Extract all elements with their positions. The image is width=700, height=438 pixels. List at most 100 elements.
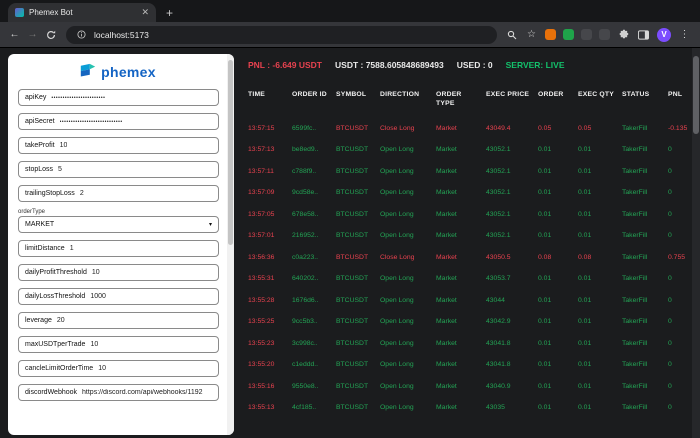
cell-time: 13:55:23 (248, 339, 275, 347)
input-dailyProfitThreshold[interactable]: dailyProfitThreshold 10 (18, 264, 219, 281)
input-discordWebhook[interactable]: discordWebhook https://discord.com/api/we… (18, 384, 219, 401)
cell-direction: Close Long (380, 253, 415, 261)
cell-order_type: Market (436, 318, 457, 326)
cell-direction: Open Long (380, 189, 414, 197)
cell-direction: Open Long (380, 339, 414, 347)
table-row: 13:55:23 3c998c.. BTCUSDT Open Long Market 43… (238, 332, 700, 354)
sidebar-wrap: phemex apiKey •••••••••••••••••••••••• api… (0, 48, 238, 438)
cell-symbol: BTCUSDT (336, 275, 369, 283)
tab-title: Phemex Bot (29, 8, 73, 17)
cell-order_type: Market (436, 382, 457, 390)
cell-status: TakerFill (622, 382, 648, 390)
cell-order_type: Market (436, 253, 457, 261)
tab-close-icon[interactable]: ✕ (141, 7, 149, 17)
extension-dark-icon-2[interactable] (599, 29, 610, 40)
address-bar[interactable]: localhost:5173 (66, 25, 497, 44)
cell-time: 13:57:01 (248, 232, 275, 240)
field-label: cancleLimitOrderTime (25, 365, 94, 372)
input-maxUSDTperTrade[interactable]: maxUSDTperTrade 10 (18, 336, 219, 353)
sidebar-scrollbar[interactable] (227, 54, 234, 435)
input-dailyLossThreshold[interactable]: dailyLossThreshold 1000 (18, 288, 219, 305)
table-row: 13:57:01 216952.. BTCUSDT Open Long Market 43… (238, 225, 700, 247)
cell-direction: Open Long (380, 404, 414, 412)
page-scrollbar[interactable] (692, 48, 700, 438)
reload-icon[interactable] (43, 27, 58, 42)
field-label: takeProfit (25, 142, 55, 149)
cell-symbol: BTCUSDT (336, 253, 369, 261)
cell-order_id: 1676d6.. (292, 296, 319, 304)
field-value: 10 (90, 341, 99, 348)
cell-symbol: BTCUSDT (336, 318, 369, 326)
cell-symbol: BTCUSDT (336, 404, 369, 412)
page-scrollbar-thumb[interactable] (693, 56, 699, 134)
cell-exec_price: 43053.7 (486, 275, 511, 283)
cell-status: TakerFill (622, 210, 648, 218)
field-value: 10 (91, 269, 100, 276)
cell-direction: Open Long (380, 361, 414, 369)
extension-orange-icon[interactable] (545, 29, 556, 40)
input-trailingStopLoss[interactable]: trailingStopLoss 2 (18, 185, 219, 202)
cell-pnl: 0 (668, 275, 672, 283)
cell-time: 13:57:13 (248, 146, 275, 154)
cell-direction: Open Long (380, 275, 414, 283)
cell-order: 0.01 (538, 318, 552, 326)
cell-order_type: Market (436, 146, 457, 154)
cell-symbol: BTCUSDT (336, 146, 369, 154)
cell-order_type: Market (436, 167, 457, 175)
browser-tab[interactable]: Phemex Bot ✕ (8, 3, 156, 22)
cell-pnl: 0 (668, 361, 672, 369)
bookmark-star-icon[interactable]: ☆ (527, 29, 536, 40)
cell-exec_price: 43041.8 (486, 361, 511, 369)
field-label: dailyProfitThreshold (25, 269, 87, 276)
input-leverage[interactable]: leverage 20 (18, 312, 219, 329)
cell-pnl: 0 (668, 210, 672, 218)
cell-exec_price: 43052.1 (486, 210, 511, 218)
extensions-puzzle-icon[interactable] (617, 28, 630, 41)
input-apiKey[interactable]: apiKey •••••••••••••••••••••••• (18, 89, 219, 106)
cell-order_id: 6599fc.. (292, 124, 317, 132)
field-label: leverage (25, 317, 52, 324)
cell-time: 13:57:15 (248, 124, 275, 132)
side-panel-icon[interactable] (637, 28, 650, 41)
cell-pnl: 0 (668, 382, 672, 390)
profile-avatar[interactable]: V (657, 27, 671, 42)
field-value: 5 (58, 166, 62, 173)
back-icon[interactable]: ← (9, 29, 20, 40)
table-row: 13:57:09 9cd58e.. BTCUSDT Open Long Market 43… (238, 182, 700, 204)
field-value: 1000 (90, 293, 106, 300)
field-value: 20 (56, 317, 65, 324)
input-stopLoss[interactable]: stopLoss 5 (18, 161, 219, 178)
field-value: 10 (59, 142, 68, 149)
site-info-icon[interactable] (75, 28, 88, 41)
input-apiSecret[interactable]: apiSecret •••••••••••••••••••••••••••• (18, 113, 219, 130)
cell-direction: Open Long (380, 318, 414, 326)
field-value: 1 (69, 245, 74, 252)
search-icon[interactable] (505, 28, 518, 41)
extension-dark-icon-1[interactable] (581, 29, 592, 40)
extension-green-icon[interactable] (563, 29, 574, 40)
tab-favicon-icon (15, 8, 24, 17)
input-takeProfit[interactable]: takeProfit 10 (18, 137, 219, 154)
table-row: 13:56:36 c0a223.. BTCUSDT Close Long Market 4… (238, 246, 700, 268)
cell-pnl: 0 (668, 232, 672, 240)
cell-order_id: 216952.. (292, 232, 319, 240)
column-header: STATUS (622, 91, 650, 98)
browser-menu-icon[interactable]: ⋮ (679, 29, 690, 40)
cell-symbol: BTCUSDT (336, 210, 369, 218)
cell-time: 13:57:11 (248, 167, 274, 175)
cell-order_id: c1eddd.. (292, 361, 319, 369)
new-tab-button[interactable]: + (166, 6, 174, 20)
cell-order_type: Market (436, 189, 457, 197)
field-label: limitDistance (25, 245, 65, 252)
input-cancleLimitOrderTime[interactable]: cancleLimitOrderTime 10 (18, 360, 219, 377)
cell-status: TakerFill (622, 189, 648, 197)
cell-symbol: BTCUSDT (336, 339, 369, 347)
forward-icon[interactable]: → (27, 29, 38, 40)
field-value: 10 (98, 365, 106, 372)
cell-time: 13:55:13 (248, 404, 275, 412)
input-limitDistance[interactable]: limitDistance 1 (18, 240, 219, 257)
select-orderType[interactable]: MARKET ▾ (18, 216, 219, 233)
sidebar-scrollbar-thumb[interactable] (228, 60, 233, 245)
cell-order: 0.01 (538, 146, 552, 154)
cell-pnl: -0.135 (668, 124, 688, 132)
